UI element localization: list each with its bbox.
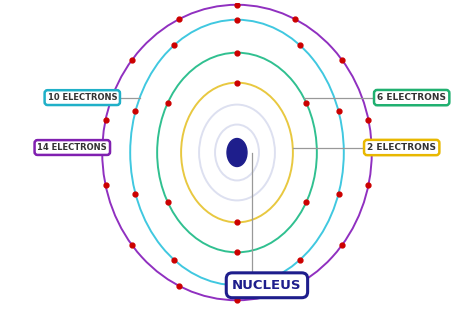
Text: 6 ELECTRONS: 6 ELECTRONS [377, 93, 446, 102]
Text: NUCLEUS: NUCLEUS [232, 279, 301, 292]
Text: 2 ELECTRONS: 2 ELECTRONS [367, 143, 436, 152]
Text: 10 ELECTRONS: 10 ELECTRONS [47, 93, 117, 102]
Ellipse shape [227, 139, 247, 167]
Text: 14 ELECTRONS: 14 ELECTRONS [37, 143, 107, 152]
